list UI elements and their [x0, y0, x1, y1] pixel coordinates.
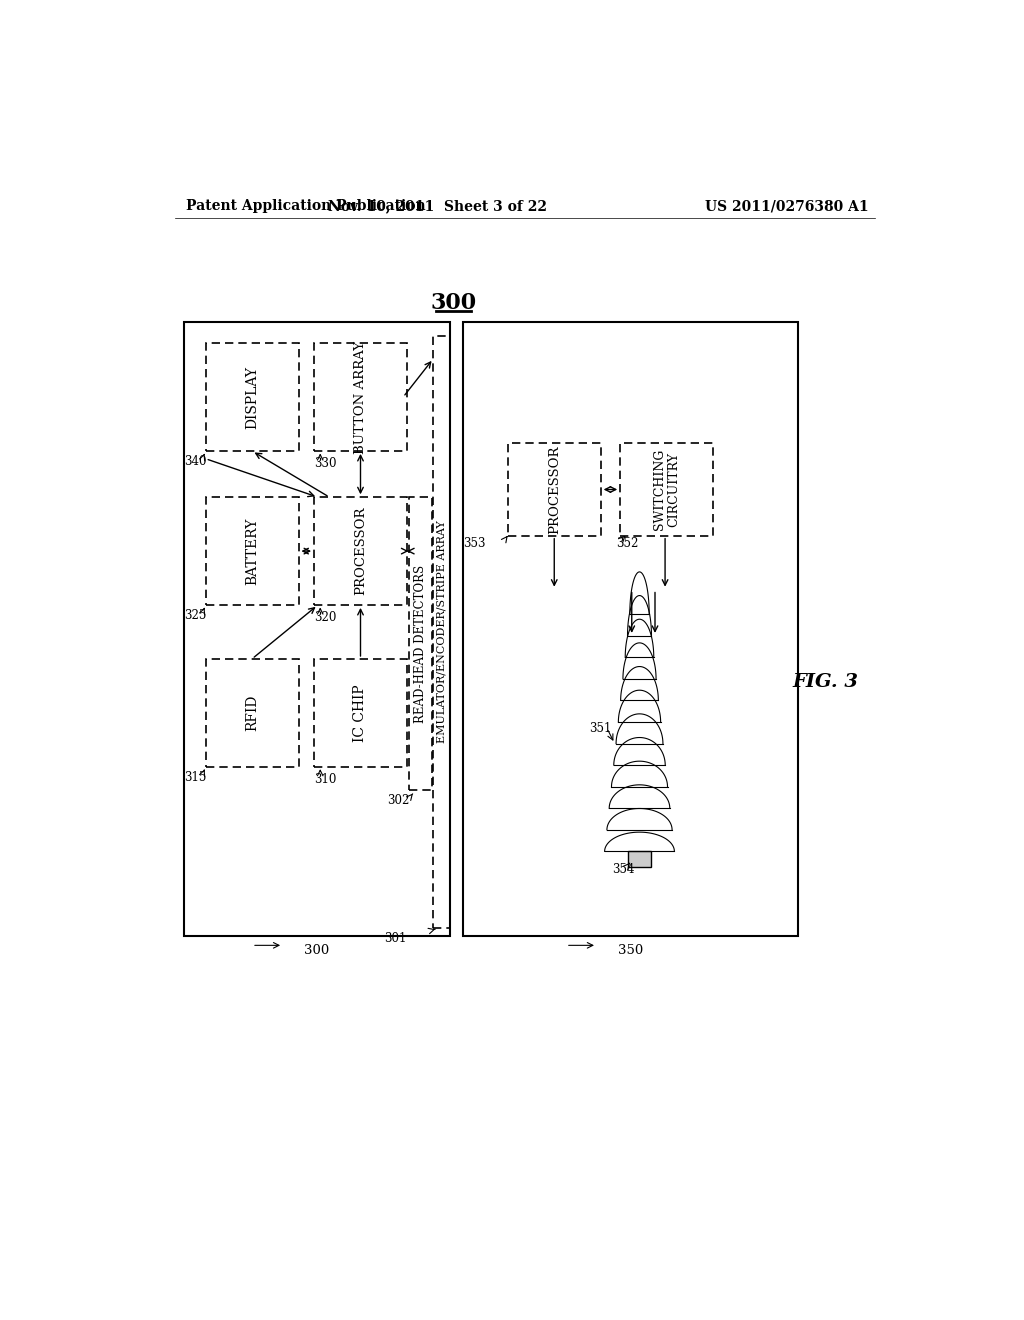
Bar — [508, 444, 601, 536]
Text: DISPLAY: DISPLAY — [245, 366, 259, 429]
Bar — [433, 335, 450, 928]
Text: 300: 300 — [430, 292, 476, 314]
Text: Nov. 10, 2011  Sheet 3 of 22: Nov. 10, 2011 Sheet 3 of 22 — [329, 199, 548, 213]
Text: 302: 302 — [388, 793, 410, 807]
Text: 330: 330 — [314, 457, 337, 470]
Text: PROCESSOR: PROCESSOR — [354, 507, 367, 595]
Text: 351: 351 — [589, 722, 611, 735]
Text: 325: 325 — [183, 609, 206, 622]
Text: SWITCHING
CIRCUITRY: SWITCHING CIRCUITRY — [652, 449, 681, 531]
Text: IC CHIP: IC CHIP — [353, 684, 368, 742]
Text: PROCESSOR: PROCESSOR — [548, 445, 561, 533]
Text: 353: 353 — [463, 537, 485, 550]
Bar — [206, 343, 299, 451]
Text: RFID: RFID — [245, 694, 259, 731]
Text: 300: 300 — [304, 944, 329, 957]
Text: 340: 340 — [183, 455, 206, 467]
Bar — [409, 498, 432, 789]
Bar — [314, 343, 407, 451]
Text: US 2011/0276380 A1: US 2011/0276380 A1 — [705, 199, 868, 213]
Text: FIG. 3: FIG. 3 — [793, 673, 858, 690]
Bar — [463, 322, 798, 936]
Text: EMULATOR/ENCODER/STRIPE ARRAY: EMULATOR/ENCODER/STRIPE ARRAY — [436, 520, 446, 743]
Bar — [621, 444, 713, 536]
Text: 320: 320 — [314, 611, 336, 624]
Bar — [206, 659, 299, 767]
Bar — [314, 498, 407, 605]
Text: BATTERY: BATTERY — [245, 517, 259, 585]
Text: Patent Application Publication: Patent Application Publication — [186, 199, 426, 213]
Text: 301: 301 — [384, 932, 407, 945]
Bar — [314, 659, 407, 767]
Bar — [628, 851, 651, 867]
Text: 315: 315 — [183, 771, 206, 784]
Text: READ-HEAD DETECTORS: READ-HEAD DETECTORS — [414, 565, 427, 722]
Bar — [206, 498, 299, 605]
Text: 310: 310 — [314, 774, 336, 785]
Text: 354: 354 — [612, 863, 635, 876]
Text: 350: 350 — [617, 944, 643, 957]
Text: 352: 352 — [616, 537, 639, 550]
Text: BUTTON ARRAY: BUTTON ARRAY — [354, 341, 367, 454]
Bar — [183, 322, 450, 936]
